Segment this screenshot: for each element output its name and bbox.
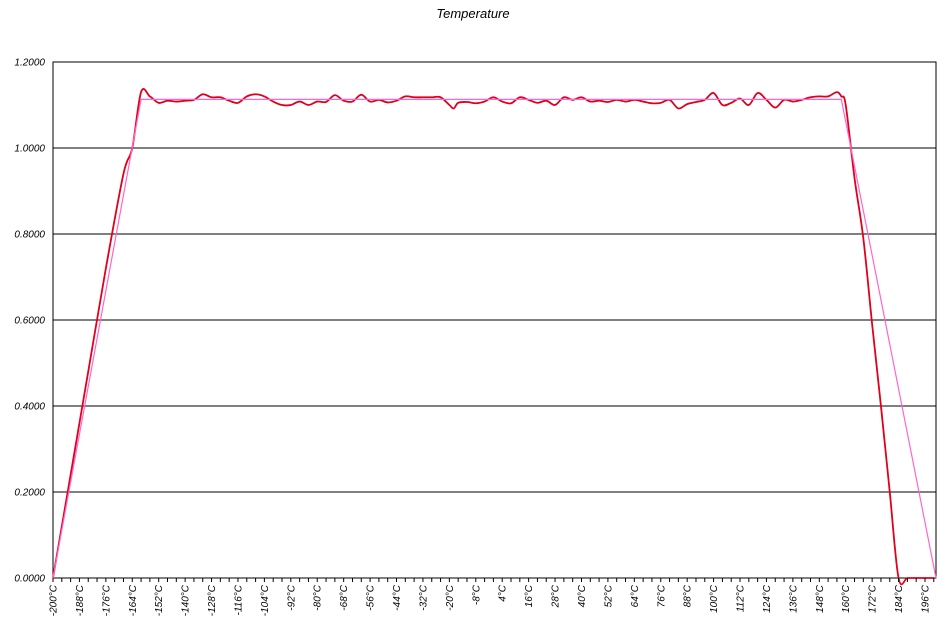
- y-tick-label: 1.0000: [14, 144, 45, 155]
- x-tick-label: -200°C: [49, 584, 60, 616]
- x-tick-label: -152°C: [154, 584, 165, 616]
- x-tick-label: 184°C: [894, 584, 905, 613]
- x-tick-label: -116°C: [233, 584, 244, 615]
- y-axis-ticks: 0.0000 0.2000 0.4000 0.6000 0.8000 1.0000 1.20…: [14, 58, 45, 585]
- x-tick-label: -104°C: [260, 584, 271, 616]
- x-tick-label: 40°C: [577, 584, 588, 607]
- x-tick-label: -44°C: [392, 584, 403, 610]
- x-tick-label: -140°C: [181, 584, 192, 616]
- x-tick-label: 124°C: [762, 584, 773, 613]
- x-tick-label: 112°C: [736, 584, 747, 612]
- series-layer: [52, 87, 937, 586]
- x-tick-label: 100°C: [709, 584, 720, 613]
- x-tick-label: -128°C: [207, 584, 218, 616]
- x-tick-label: 4°C: [498, 584, 509, 602]
- x-tick-label: 136°C: [788, 584, 799, 613]
- x-tick-label: 64°C: [630, 584, 641, 607]
- x-tick-label: -20°C: [445, 584, 456, 610]
- x-tick-label: 88°C: [683, 584, 694, 607]
- grid-layer: [53, 147, 936, 493]
- chart-title: Temperature: [436, 6, 510, 21]
- x-tick-label: -164°C: [128, 584, 139, 616]
- y-tick-label: 0.2000: [14, 488, 45, 499]
- x-tick-label: 148°C: [815, 584, 826, 613]
- x-tick-label: -56°C: [366, 584, 377, 610]
- y-tick-label: 0.4000: [14, 402, 45, 413]
- y-tick-label: 0.6000: [14, 316, 45, 327]
- x-tick-label: -68°C: [339, 584, 350, 610]
- x-tick-label: 160°C: [841, 584, 852, 613]
- x-tick-label: 16°C: [524, 584, 535, 607]
- y-tick-label: 0.0000: [14, 574, 45, 585]
- x-tick-label: 172°C: [868, 584, 879, 613]
- y-tick-label: 0.8000: [14, 230, 45, 241]
- x-tick-label: -32°C: [418, 584, 429, 610]
- y-tick-label: 1.2000: [14, 58, 45, 69]
- x-tick-label: -80°C: [313, 584, 324, 610]
- series-line-measured: [52, 87, 934, 586]
- x-tick-label: 196°C: [920, 584, 931, 613]
- x-tick-label: -176°C: [101, 584, 112, 616]
- x-tick-label: 52°C: [603, 584, 614, 607]
- x-tick-label: 76°C: [656, 584, 667, 607]
- x-axis-ticks: -200°C -188°C -176°C -164°C -152°C -140°C -128…: [49, 578, 935, 616]
- plot-area: [52, 61, 937, 579]
- x-tick-label: -188°C: [75, 584, 86, 616]
- x-tick-label: 28°C: [551, 584, 562, 608]
- x-tick-label: -8°C: [471, 584, 482, 605]
- series-line-fit: [52, 98, 937, 579]
- x-tick-label: -92°C: [286, 584, 297, 610]
